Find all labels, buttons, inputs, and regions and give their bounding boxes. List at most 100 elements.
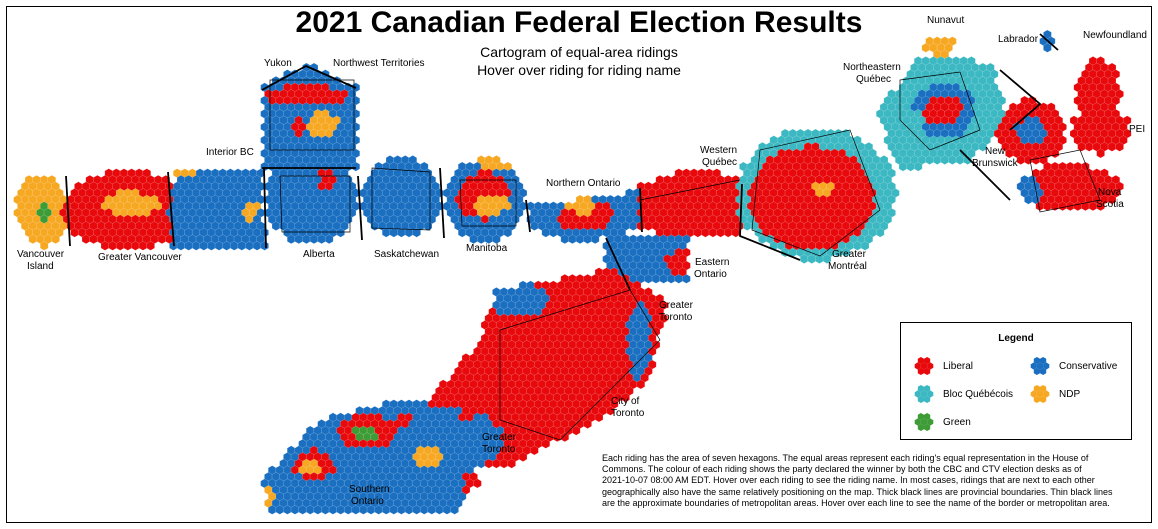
riding-hex <box>450 504 459 515</box>
label-nunavut: Nunavut <box>927 15 965 26</box>
riding-hex <box>404 504 414 515</box>
metro-boundary <box>371 167 431 231</box>
riding-hex <box>191 240 201 251</box>
riding-hex <box>298 504 307 515</box>
provincial-boundary <box>999 69 1042 131</box>
riding-hex <box>530 445 539 456</box>
riding-hex <box>822 254 832 264</box>
riding-hex <box>1024 194 1033 205</box>
riding-hex <box>913 161 923 172</box>
riding-hex <box>290 504 300 515</box>
riding-hex <box>214 240 224 251</box>
riding-hex <box>583 419 592 429</box>
riding-hex <box>503 227 513 238</box>
riding-hex <box>1073 201 1083 212</box>
riding-hex <box>423 221 433 231</box>
riding-hex <box>157 234 167 245</box>
label-nb-1: New <box>985 146 1006 157</box>
subtitle-line-2: Hover over riding for riding name <box>477 62 681 78</box>
riding-hex <box>932 155 942 165</box>
riding-hex <box>457 227 467 238</box>
riding-hex <box>302 234 311 245</box>
riding-hex <box>442 504 452 515</box>
riding-hex <box>199 240 209 251</box>
label-gta-south-1: Greater <box>482 432 516 443</box>
label-western-quebec-2: Québec <box>702 157 738 168</box>
riding-hex <box>222 240 231 251</box>
riding-hex <box>628 221 638 231</box>
riding-hex <box>758 234 767 245</box>
riding-hex <box>963 155 972 165</box>
label-greater-montreal-2: Montréal <box>828 261 867 272</box>
riding-hex <box>716 227 725 238</box>
riding-hex <box>123 240 133 251</box>
riding-hex <box>184 240 193 251</box>
provincial-boundary <box>1039 33 1059 51</box>
provincial-boundary <box>167 171 175 247</box>
metro-boundary <box>899 71 981 151</box>
riding-hex <box>419 504 429 515</box>
riding-hex <box>940 155 950 165</box>
provincial-boundary <box>439 167 445 239</box>
riding-hex <box>568 234 577 245</box>
riding-hex <box>518 452 528 462</box>
riding-hex <box>666 273 676 284</box>
metro-boundary <box>499 289 661 441</box>
riding-hex <box>1096 148 1105 159</box>
riding-hex <box>108 240 117 251</box>
riding-hex <box>283 504 292 515</box>
provincial-boundary <box>261 64 357 91</box>
riding-hex <box>1043 201 1052 212</box>
label-ne-quebec-2: Québec <box>856 74 892 85</box>
riding-hex <box>978 141 988 152</box>
riding-hex <box>484 458 494 469</box>
label-newfoundland: Newfoundland <box>1083 30 1147 41</box>
riding-hex <box>708 227 718 238</box>
riding-hex <box>70 227 79 238</box>
riding-hex <box>336 227 345 238</box>
riding-hex <box>799 254 809 264</box>
riding-hex <box>841 247 851 258</box>
riding-hex <box>701 227 710 238</box>
riding-hex <box>621 392 630 403</box>
green-swatch-icon <box>914 413 934 431</box>
riding-hex <box>294 234 304 245</box>
riding-hex <box>305 504 315 515</box>
metro-boundary <box>269 79 355 151</box>
riding-hex <box>1016 155 1026 165</box>
label-greater-montreal-1: Greater <box>832 249 866 260</box>
label-city-toronto-2: Toronto <box>611 408 645 419</box>
riding-hex <box>267 504 277 515</box>
riding-hex <box>115 240 125 251</box>
riding-hex <box>1084 141 1094 152</box>
ndp-swatch-icon <box>1030 385 1050 403</box>
riding-hex <box>575 234 585 245</box>
riding-hex <box>412 504 421 515</box>
metro-boundary <box>1029 149 1101 213</box>
riding-hex <box>560 234 570 245</box>
boundary-lines[interactable] <box>65 33 1101 441</box>
riding-hex <box>397 504 406 515</box>
riding-hex <box>507 458 516 469</box>
provincial-boundary <box>357 175 363 241</box>
riding-hex <box>336 504 345 515</box>
riding-hex <box>571 425 581 436</box>
riding-hex <box>286 234 296 245</box>
legend-box: Legend Liberal Conservative Bloc Québéco… <box>900 322 1132 440</box>
label-labrador: Labrador <box>998 34 1039 45</box>
riding-hex <box>389 227 399 238</box>
riding-hex <box>530 221 539 231</box>
label-pei: PEI <box>1129 124 1146 135</box>
riding-hex <box>807 254 817 264</box>
riding-hex <box>1031 155 1041 165</box>
riding-hex <box>229 240 239 251</box>
label-ns-2: Scotia <box>1096 199 1124 210</box>
label-western-quebec-1: Western <box>700 145 738 156</box>
label-ns-1: Nova <box>1098 187 1122 198</box>
riding-hex <box>742 221 752 231</box>
riding-hex <box>324 234 334 245</box>
riding-hex <box>590 234 600 245</box>
riding-hexagons[interactable] <box>13 29 1132 515</box>
riding-hex <box>381 227 391 238</box>
